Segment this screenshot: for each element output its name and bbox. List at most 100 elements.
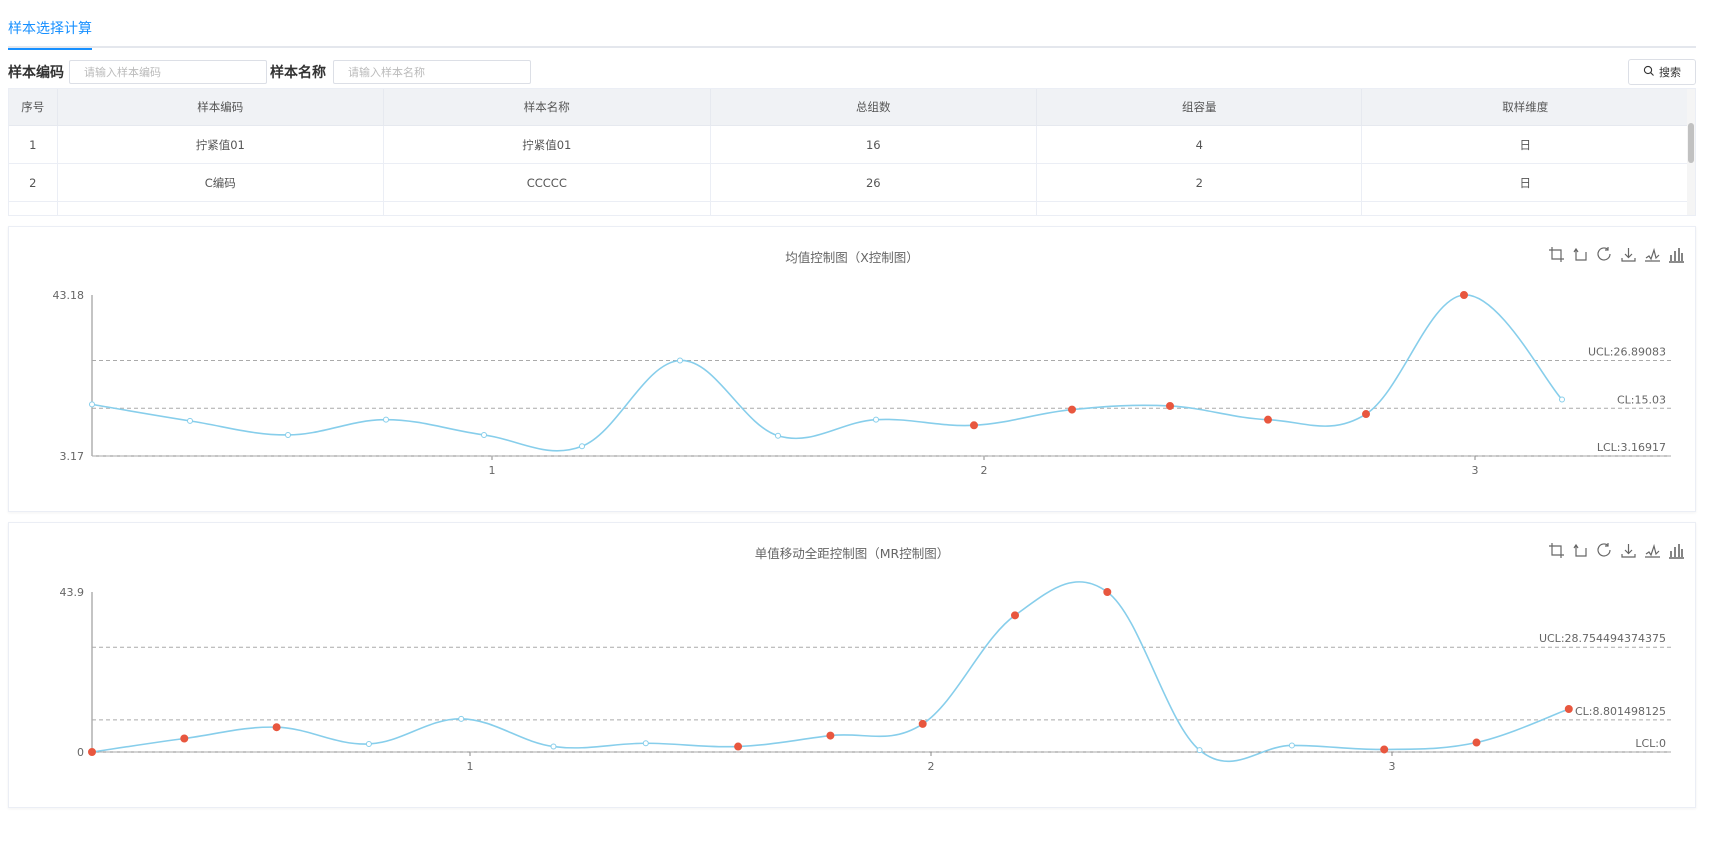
highlighted-point bbox=[1460, 291, 1468, 299]
highlighted-point bbox=[88, 748, 96, 756]
data-point bbox=[579, 443, 585, 450]
data-point bbox=[1288, 742, 1295, 749]
data-point bbox=[458, 715, 465, 722]
cell-index: 2 bbox=[9, 163, 58, 202]
cell-index: 3 bbox=[9, 201, 58, 215]
chart-plot: 43.9 0 1 2 3 UCL:28.754494374375 CL:8.80149812… bbox=[60, 581, 1671, 773]
table-row[interactable]: 3 测试I-MR样本编码 I-MR样本名称 3 2 日 bbox=[9, 201, 1689, 215]
data-point bbox=[1196, 747, 1203, 754]
chart-title: 均值控制图（X控制图） bbox=[785, 250, 919, 265]
table-scrollbar[interactable] bbox=[1687, 89, 1695, 215]
data-point bbox=[775, 432, 781, 439]
reference-line-label: UCL:28.754494374375 bbox=[1539, 632, 1666, 645]
y-tick-label: 43.9 bbox=[60, 586, 85, 599]
data-point bbox=[285, 431, 291, 438]
zoom-reset-icon[interactable] bbox=[1572, 246, 1589, 263]
table-header-row: 序号 样本编码 样本名称 总组数 组容量 取样维度 bbox=[9, 89, 1689, 126]
download-icon[interactable] bbox=[1620, 246, 1637, 263]
data-point bbox=[550, 743, 557, 750]
data-point bbox=[187, 417, 193, 424]
reference-line-label: LCL:0 bbox=[1635, 737, 1666, 750]
x-control-chart-panel: 均值控制图（X控制图） 43.18 3.17 1 2 3 UCL:26.89083 CL:1… bbox=[8, 226, 1696, 512]
data-point bbox=[89, 401, 95, 408]
line-chart-icon[interactable] bbox=[1644, 246, 1661, 263]
cell-capacity: 4 bbox=[1036, 125, 1363, 164]
table-row[interactable]: 2 C编码 CCCCC 26 2 日 bbox=[9, 163, 1689, 202]
line-chart-icon[interactable] bbox=[1644, 542, 1661, 559]
cell-capacity: 2 bbox=[1036, 201, 1363, 215]
cell-index: 1 bbox=[9, 125, 58, 164]
bar-chart-icon[interactable] bbox=[1668, 542, 1685, 559]
highlighted-point bbox=[180, 734, 189, 743]
cell-code: 拧紧值01 bbox=[57, 125, 385, 164]
restore-icon[interactable] bbox=[1596, 246, 1613, 263]
highlighted-point bbox=[970, 421, 978, 430]
restore-icon[interactable] bbox=[1596, 542, 1613, 559]
tab-sample-calculation[interactable]: 样本选择计算 bbox=[8, 18, 92, 50]
x-tick-label: 1 bbox=[489, 464, 496, 477]
reference-line-label: UCL:26.89083 bbox=[1588, 346, 1666, 359]
sample-table: 序号 样本编码 样本名称 总组数 组容量 取样维度 1 拧紧值01 拧紧值01 … bbox=[8, 88, 1696, 216]
series-line bbox=[91, 581, 1570, 763]
download-icon[interactable] bbox=[1620, 542, 1637, 559]
crop-zoom-icon[interactable] bbox=[1548, 246, 1565, 263]
cell-code: 测试I-MR样本编码 bbox=[57, 201, 385, 215]
cell-name: 拧紧值01 bbox=[383, 125, 711, 164]
filter-bar: 样本编码 样本名称 搜索 bbox=[8, 58, 1696, 86]
x-tick-label: 3 bbox=[1389, 760, 1396, 773]
data-point bbox=[383, 416, 389, 423]
cell-dimension: 日 bbox=[1361, 125, 1689, 164]
sample-code-input[interactable] bbox=[69, 60, 267, 84]
chart-title: 单值移动全距控制图（MR控制图） bbox=[754, 546, 950, 561]
reference-line-label: CL:15.03 bbox=[1617, 393, 1666, 406]
cell-code: C编码 bbox=[57, 163, 385, 202]
data-point bbox=[481, 431, 487, 438]
zoom-reset-icon[interactable] bbox=[1572, 542, 1589, 559]
search-button-label: 搜索 bbox=[1659, 66, 1681, 79]
cell-dimension: 日 bbox=[1361, 201, 1689, 215]
cell-dimension: 日 bbox=[1361, 163, 1689, 202]
highlighted-point bbox=[1564, 704, 1573, 713]
x-tick-label: 2 bbox=[928, 760, 935, 773]
table-row[interactable]: 1 拧紧值01 拧紧值01 16 4 日 bbox=[9, 125, 1689, 164]
col-header-name: 样本名称 bbox=[383, 89, 711, 126]
highlighted-point bbox=[1068, 405, 1076, 414]
cell-groups: 3 bbox=[710, 201, 1038, 215]
col-header-dimension: 取样维度 bbox=[1361, 89, 1689, 126]
highlighted-point bbox=[1011, 611, 1019, 620]
crop-zoom-icon[interactable] bbox=[1548, 542, 1565, 559]
highlighted-point bbox=[918, 719, 927, 728]
x-tick-label: 2 bbox=[981, 464, 988, 477]
col-header-code: 样本编码 bbox=[57, 89, 385, 126]
tab-bar: 样本选择计算 bbox=[8, 0, 1696, 50]
table-scrollbar-thumb[interactable] bbox=[1688, 123, 1694, 163]
highlighted-point bbox=[1264, 415, 1272, 424]
highlighted-point bbox=[272, 723, 281, 732]
reference-line-label: LCL:3.16917 bbox=[1597, 441, 1666, 454]
highlighted-point bbox=[1472, 738, 1481, 747]
search-icon bbox=[1643, 65, 1655, 80]
search-button[interactable]: 搜索 bbox=[1628, 59, 1696, 85]
data-point bbox=[677, 357, 683, 364]
cell-name: I-MR样本名称 bbox=[383, 201, 711, 215]
cell-capacity: 2 bbox=[1036, 163, 1363, 202]
data-point bbox=[365, 740, 372, 747]
highlighted-point bbox=[1166, 401, 1174, 410]
col-header-capacity: 组容量 bbox=[1036, 89, 1363, 126]
x-control-chart: 43.18 3.17 1 2 3 UCL:26.89083 CL:15.03 LCL:3.16… bbox=[53, 289, 1671, 477]
highlighted-point bbox=[1380, 745, 1389, 754]
sample-code-label: 样本编码 bbox=[8, 65, 64, 81]
chart-plot: 43.18 3.17 1 2 3 UCL:26.89083 CL:15.03 LCL:3.16… bbox=[53, 289, 1671, 477]
data-point bbox=[1559, 396, 1565, 403]
sample-name-input[interactable] bbox=[333, 60, 531, 84]
chart-toolbox bbox=[1548, 542, 1685, 559]
x-tick-label: 3 bbox=[1472, 464, 1479, 477]
mr-control-chart-panel: 单值移动全距控制图（MR控制图） 43.9 0 1 2 3 UCL:28.75449437… bbox=[8, 522, 1696, 808]
y-tick-label: 0 bbox=[77, 746, 84, 759]
mr-control-chart: 43.9 0 1 2 3 UCL:28.754494374375 CL:8.80149812… bbox=[60, 581, 1671, 773]
bar-chart-icon[interactable] bbox=[1668, 246, 1685, 263]
chart-toolbox bbox=[1548, 246, 1685, 263]
highlighted-point bbox=[1103, 588, 1112, 596]
cell-groups: 26 bbox=[710, 163, 1038, 202]
